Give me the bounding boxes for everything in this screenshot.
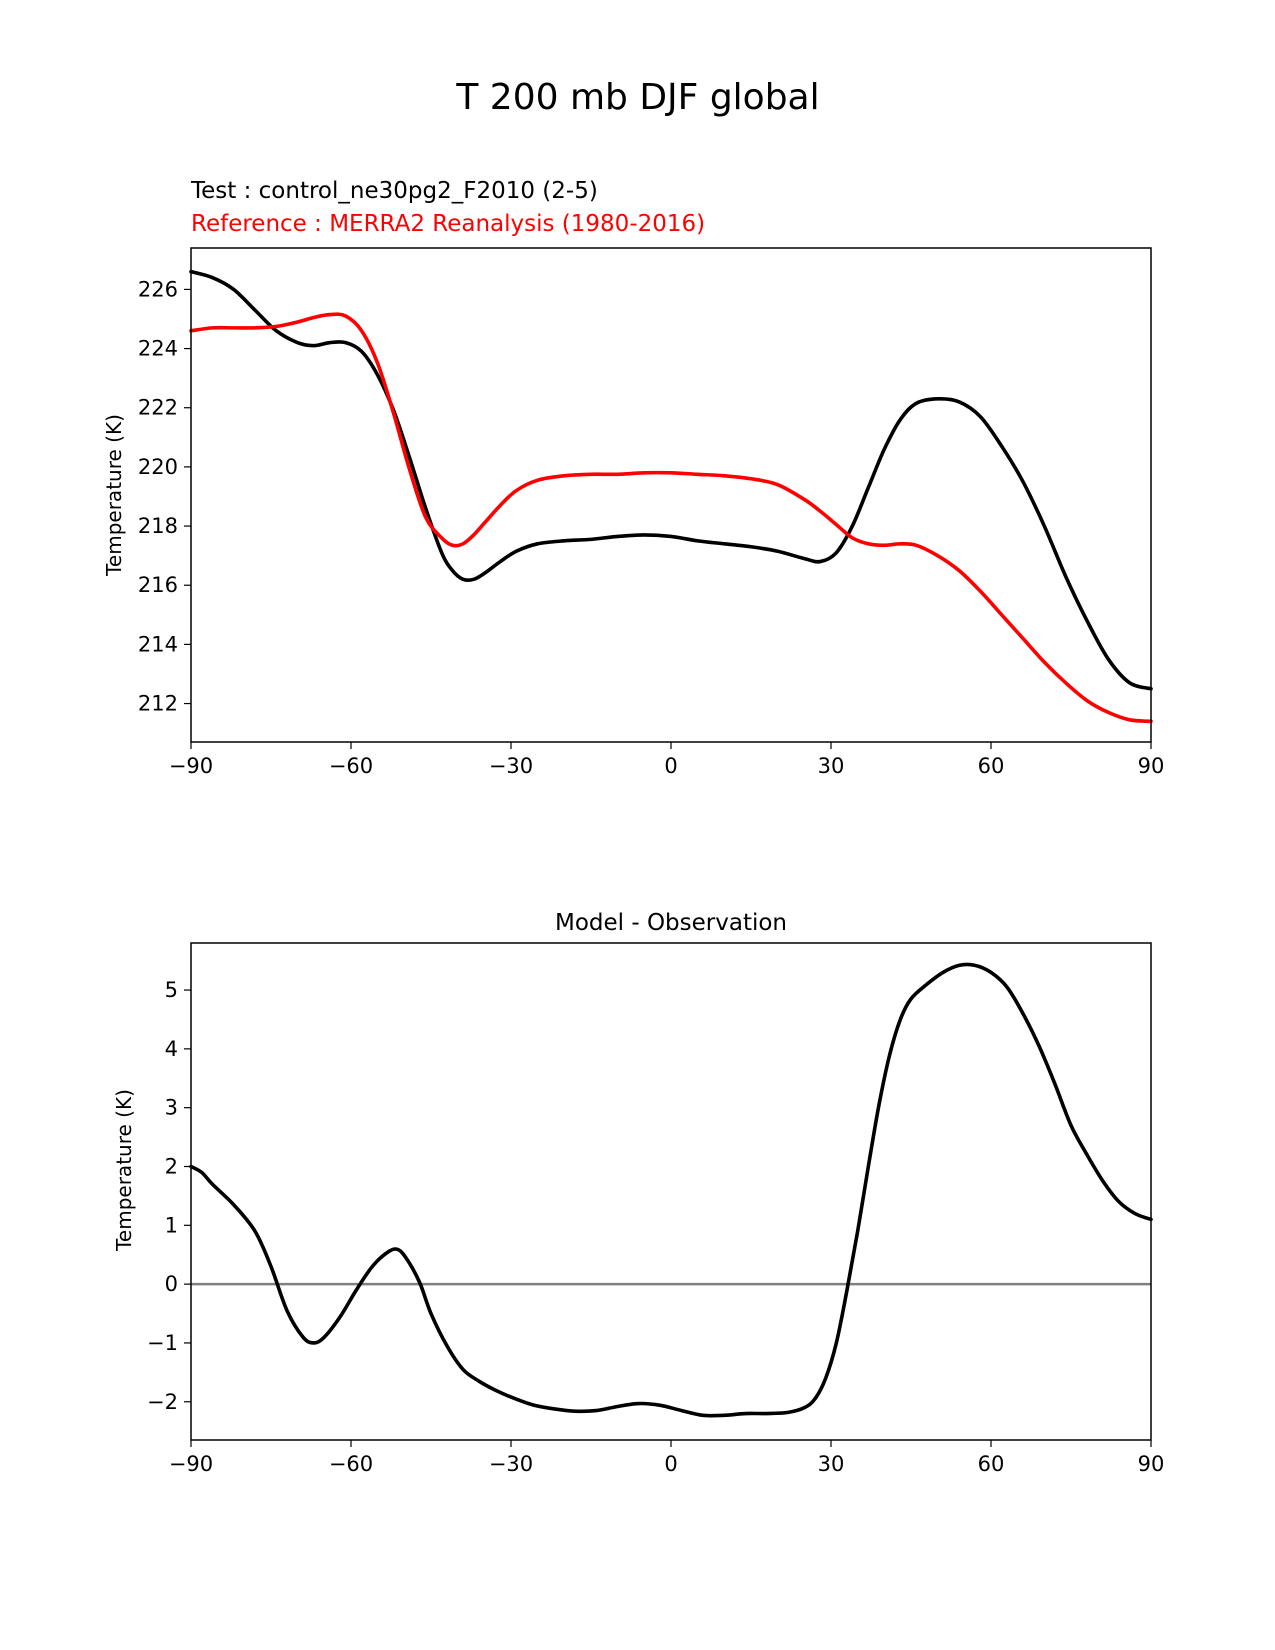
top-panel: Test : control_ne30pg2_F2010 (2-5) Refer… xyxy=(102,178,1164,778)
bottom-y-tick-label: 4 xyxy=(165,1037,178,1061)
bottom-y-tick-label: 1 xyxy=(165,1213,178,1237)
top-x-tick-label: 30 xyxy=(818,754,845,778)
bottom-x-tick-label: −90 xyxy=(169,1452,213,1476)
figure-suptitle: T 200 mb DJF global xyxy=(455,77,819,118)
top-y-tick-label: 222 xyxy=(138,396,178,420)
top-y-tick-label: 226 xyxy=(138,277,178,301)
top-axes-frame xyxy=(190,247,1152,743)
bottom-panel: Model - Observation Temperature (K) −90−… xyxy=(112,910,1164,1476)
bottom-series-line-model-observation xyxy=(189,962,1153,1418)
top-y-tick-label: 220 xyxy=(138,455,178,479)
test-label: Test : control_ne30pg2_F2010 (2-5) xyxy=(190,178,598,204)
bottom-y-tick-label: −2 xyxy=(147,1390,178,1414)
top-x-tick-label: −60 xyxy=(329,754,373,778)
top-ticks-layer: −90 −60 −30 0 30 60 90 212 214 216 218 220 222 224 226 xyxy=(138,277,1164,778)
bottom-y-tick-label: 0 xyxy=(165,1272,178,1296)
top-x-tick-label: 60 xyxy=(978,754,1005,778)
top-y-tick-label: 212 xyxy=(138,692,178,716)
top-y-tick-label: 218 xyxy=(138,514,178,538)
top-y-tick-label: 224 xyxy=(138,337,178,361)
bottom-y-tick-label: 5 xyxy=(165,978,178,1002)
bottom-ticks-layer: −90 −60 −30 0 30 60 90 −2 −1 0 1 2 3 4 5 xyxy=(147,978,1164,1476)
top-y-tick-label: 216 xyxy=(138,573,178,597)
top-x-tick-label: −90 xyxy=(169,754,213,778)
bottom-series-layer xyxy=(189,962,1153,1418)
top-x-tick-label: −30 xyxy=(489,754,533,778)
bottom-y-axis-label: Temperature (K) xyxy=(112,1089,136,1252)
top-series-layer xyxy=(189,269,1153,724)
top-series-line-test xyxy=(189,269,1153,691)
top-y-tick-label: 214 xyxy=(138,632,178,656)
top-x-tick-label: 90 xyxy=(1138,754,1165,778)
bottom-y-tick-label: 3 xyxy=(165,1096,178,1120)
bottom-x-tick-label: 90 xyxy=(1138,1452,1165,1476)
bottom-axes-title: Model - Observation xyxy=(555,910,787,936)
bottom-x-tick-label: −60 xyxy=(329,1452,373,1476)
bottom-x-tick-label: 60 xyxy=(978,1452,1005,1476)
bottom-y-tick-label: −1 xyxy=(147,1331,178,1355)
bottom-x-tick-label: −30 xyxy=(489,1452,533,1476)
top-y-axis-label: Temperature (K) xyxy=(102,414,126,577)
bottom-axes-frame xyxy=(190,942,1152,1441)
top-x-tick-label: 0 xyxy=(664,754,677,778)
bottom-x-tick-label: 0 xyxy=(664,1452,677,1476)
reference-label: Reference : MERRA2 Reanalysis (1980-2016… xyxy=(191,211,705,237)
bottom-y-tick-label: 2 xyxy=(165,1155,178,1179)
bottom-x-tick-label: 30 xyxy=(818,1452,845,1476)
top-series-line-reference xyxy=(189,312,1153,724)
